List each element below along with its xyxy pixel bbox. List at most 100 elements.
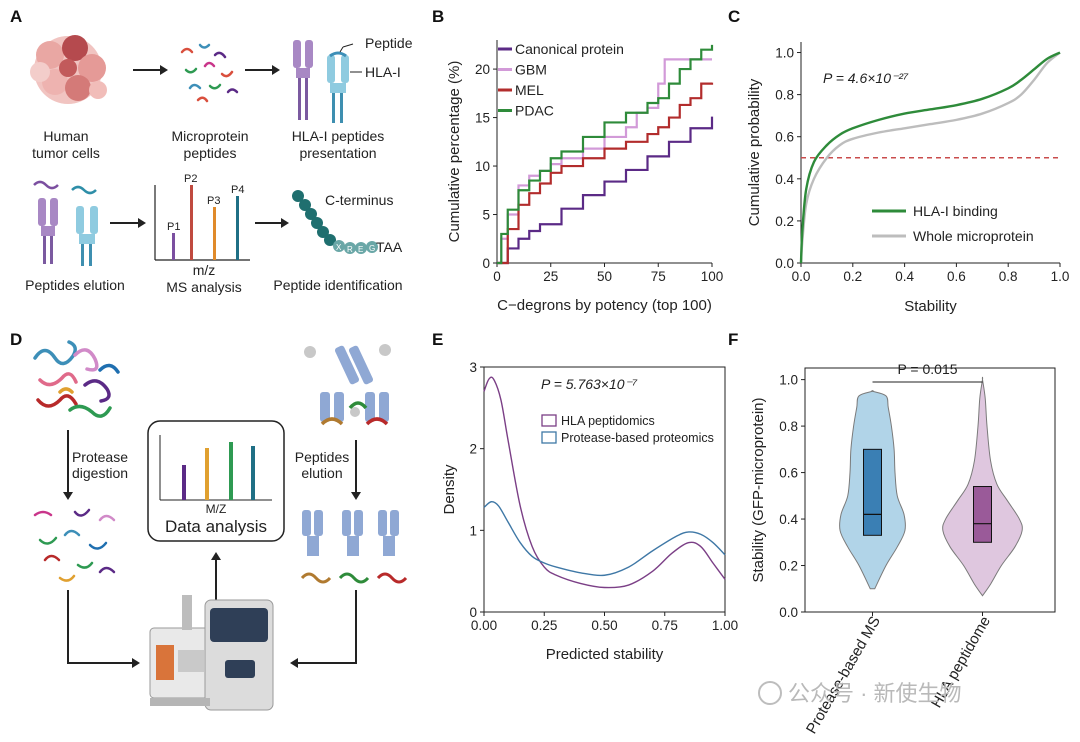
label-taa: TAA bbox=[376, 239, 403, 255]
legend-label: HLA-I binding bbox=[913, 203, 998, 219]
legend-label: Whole microprotein bbox=[913, 228, 1034, 244]
y-tick-label: 0.8 bbox=[775, 88, 794, 103]
panel-label-b: B bbox=[432, 7, 444, 26]
x-tick-label: 0.6 bbox=[947, 269, 966, 284]
label-hla-i-peptides: HLA-I peptides bbox=[292, 128, 385, 144]
series-line-hla-peptidomics bbox=[483, 376, 726, 589]
legend-label: HLA peptidomics bbox=[561, 414, 655, 428]
x-tick-label: 1.0 bbox=[1051, 269, 1070, 284]
tumor-cells-illustration bbox=[30, 35, 107, 104]
series-line-canonical-protein bbox=[497, 116, 714, 265]
x-tick-label: 100 bbox=[701, 269, 724, 284]
y-axis-label: Density bbox=[441, 464, 458, 515]
callout-hla-i: HLA-I bbox=[365, 64, 401, 80]
y-tick-label: 1.0 bbox=[779, 373, 798, 388]
label-c-terminus: C-terminus bbox=[325, 192, 393, 208]
peptide-fragments-illustration bbox=[33, 508, 116, 582]
y-tick-label: 0.6 bbox=[779, 466, 798, 481]
data-analysis-box bbox=[147, 420, 285, 542]
y-tick-label: 0.0 bbox=[775, 256, 794, 271]
legend-swatch bbox=[541, 431, 557, 444]
x-axis-label: C−degrons by potency (top 100) bbox=[497, 297, 712, 314]
hla-molecule-illustration bbox=[293, 40, 362, 123]
series-line-hla-i-binding bbox=[799, 51, 1061, 264]
x-tick-label: 0.8 bbox=[999, 269, 1018, 284]
watermark-text: 公众号 · 新使生物 bbox=[788, 681, 962, 706]
x-tick-label: 0.25 bbox=[531, 618, 557, 633]
x-axis-label: Stability bbox=[904, 298, 957, 315]
y-tick-label: 10 bbox=[475, 159, 490, 174]
peak-p2: P2 bbox=[184, 173, 197, 185]
y-tick-label: 5 bbox=[482, 208, 490, 223]
bead-x: X bbox=[336, 243, 342, 252]
panel-d-schematic: Protease digestion M/Z Data analysis bbox=[33, 340, 408, 711]
y-tick-label: 0.4 bbox=[775, 172, 794, 187]
mass-spectrometer-illustration bbox=[149, 595, 274, 711]
y-tick-label: 0 bbox=[469, 605, 477, 620]
legend-label: Canonical protein bbox=[515, 41, 624, 57]
series-line-pdac bbox=[497, 44, 714, 265]
x-tick-label: 75 bbox=[651, 269, 666, 284]
bead-e: E bbox=[358, 245, 363, 254]
legend-label: MEL bbox=[515, 82, 544, 98]
label-d-mz: M/Z bbox=[206, 502, 227, 516]
y-tick-label: 3 bbox=[469, 360, 477, 375]
y-tick-label: 15 bbox=[475, 111, 490, 126]
peak-p4: P4 bbox=[231, 184, 244, 196]
x-tick-label: 0.75 bbox=[652, 618, 678, 633]
x-category-label: Protease-based MS bbox=[803, 614, 884, 737]
bead-r: R bbox=[347, 245, 353, 254]
p-value-annotation: P = 0.015 bbox=[897, 361, 957, 377]
x-tick-label: 25 bbox=[543, 269, 558, 284]
y-tick-label: 0.2 bbox=[779, 559, 798, 574]
legend-label: Protease-based proteomics bbox=[561, 431, 714, 445]
legend-swatch bbox=[541, 414, 557, 427]
series-line-mel bbox=[497, 82, 714, 265]
chart-b: 0 25 50 75 100 0 5 10 15 20 C−degrons by potency (… bbox=[446, 40, 723, 314]
iqr-box bbox=[863, 448, 882, 536]
label-ms-analysis: MS analysis bbox=[166, 279, 241, 295]
watermark: 公众号 · 新使生物 bbox=[758, 681, 962, 706]
x-tick-label: 0 bbox=[493, 269, 501, 284]
label-tumor-cells: tumor cells bbox=[32, 145, 100, 161]
label-peptides-d: Peptides bbox=[295, 449, 349, 465]
label-human: Human bbox=[43, 128, 88, 144]
peak-p1: P1 bbox=[167, 221, 180, 233]
y-axis-label: Stability (GFP-microprotein) bbox=[750, 397, 767, 582]
x-axis-label: Predicted stability bbox=[546, 646, 664, 663]
plot-frame bbox=[804, 367, 1056, 613]
panel-label-a: A bbox=[10, 7, 22, 26]
panel-label-f: F bbox=[728, 330, 738, 349]
x-tick-label: 0.4 bbox=[895, 269, 914, 284]
panel-label-c: C bbox=[728, 7, 740, 26]
chart-e: 0.00 0.25 0.50 0.75 1.00 0 1 2 3 Predicted stabil… bbox=[441, 360, 738, 663]
label-mz: m/z bbox=[193, 262, 216, 278]
chart-c: 0.0 0.2 0.4 0.6 0.8 1.0 0.0 0.2 0.4 0.6 0.8 1.0 Stab… bbox=[746, 42, 1069, 315]
label-protease: Protease bbox=[72, 449, 128, 465]
y-tick-label: 20 bbox=[475, 62, 490, 77]
p-value-annotation: P = 4.6×10⁻²⁷ bbox=[823, 70, 909, 86]
y-tick-label: 0.6 bbox=[775, 130, 794, 145]
ms-spectrum-illustration bbox=[154, 185, 250, 261]
x-tick-label: 1.00 bbox=[712, 618, 738, 633]
series-line-protease-based-proteomics bbox=[483, 501, 726, 577]
y-tick-label: 0.8 bbox=[779, 419, 798, 434]
y-tick-label: 0.0 bbox=[779, 605, 798, 620]
panel-label-e: E bbox=[432, 330, 443, 349]
peak-p3: P3 bbox=[207, 195, 220, 207]
peptide-beads-illustration bbox=[292, 190, 378, 254]
y-tick-label: 1.0 bbox=[775, 46, 794, 61]
iqr-box bbox=[973, 486, 992, 543]
label-peptides: peptides bbox=[184, 145, 237, 161]
x-tick-label: 50 bbox=[597, 269, 612, 284]
panel-a-schematic: Human tumor cells Microprotein peptides bbox=[25, 35, 413, 295]
legend-label: PDAC bbox=[515, 103, 554, 119]
label-peptides-elution: Peptides elution bbox=[25, 277, 125, 293]
label-elution-d: elution bbox=[301, 465, 342, 481]
x-tick-label: 0.50 bbox=[591, 618, 617, 633]
label-peptide-identification: Peptide identification bbox=[273, 277, 402, 293]
y-tick-label: 0 bbox=[482, 256, 490, 271]
empty-hla-illustration bbox=[300, 510, 408, 584]
label-digestion: digestion bbox=[72, 465, 128, 481]
